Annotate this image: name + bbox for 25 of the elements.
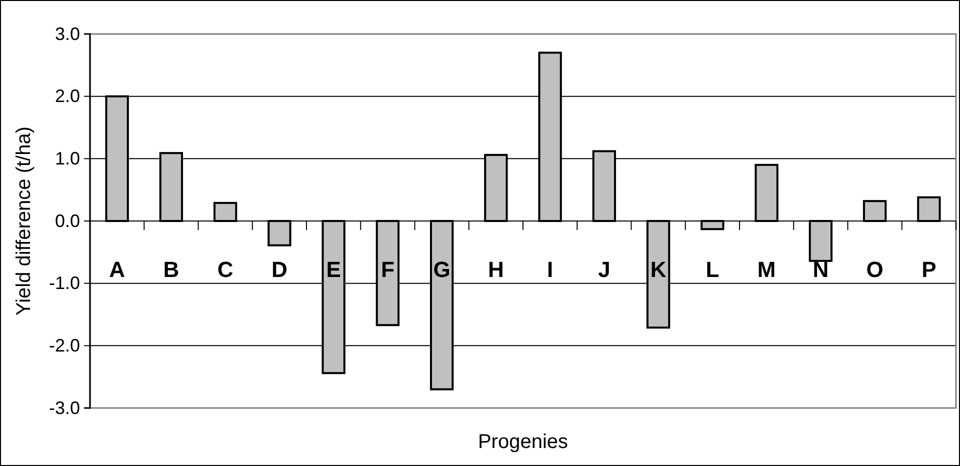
y-tick-label: 1.0 [54, 148, 80, 168]
x-tick-label: I [547, 257, 554, 282]
x-axis-title: Progenies [478, 431, 568, 453]
x-tick-label: P [922, 257, 936, 282]
x-tick-label: H [488, 257, 504, 282]
x-tick-label: N [812, 257, 829, 282]
x-tick-label: E [326, 257, 341, 282]
x-tick-label: G [433, 257, 450, 282]
x-tick-label: C [217, 257, 234, 282]
x-tick-label: L [706, 257, 720, 282]
x-tick-label: O [866, 257, 884, 282]
x-tick-label: D [271, 257, 288, 282]
y-tick-label: -2.0 [48, 335, 80, 356]
x-tick-label: B [163, 257, 180, 282]
x-tick-label: A [109, 257, 126, 282]
y-tick-label: -3.0 [48, 398, 80, 418]
y-tick-label: 0.0 [54, 210, 80, 231]
y-tick-label: -1.0 [48, 273, 80, 294]
y-tick-label: 2.0 [54, 86, 80, 106]
x-tick-label: F [380, 257, 394, 282]
y-axis-title: Yield difference (t/ha) [13, 126, 35, 316]
y-tick-label: 3.0 [54, 24, 80, 44]
x-tick-label: J [598, 257, 610, 282]
x-tick-label: K [650, 257, 666, 282]
x-tick-label: M [757, 257, 776, 282]
